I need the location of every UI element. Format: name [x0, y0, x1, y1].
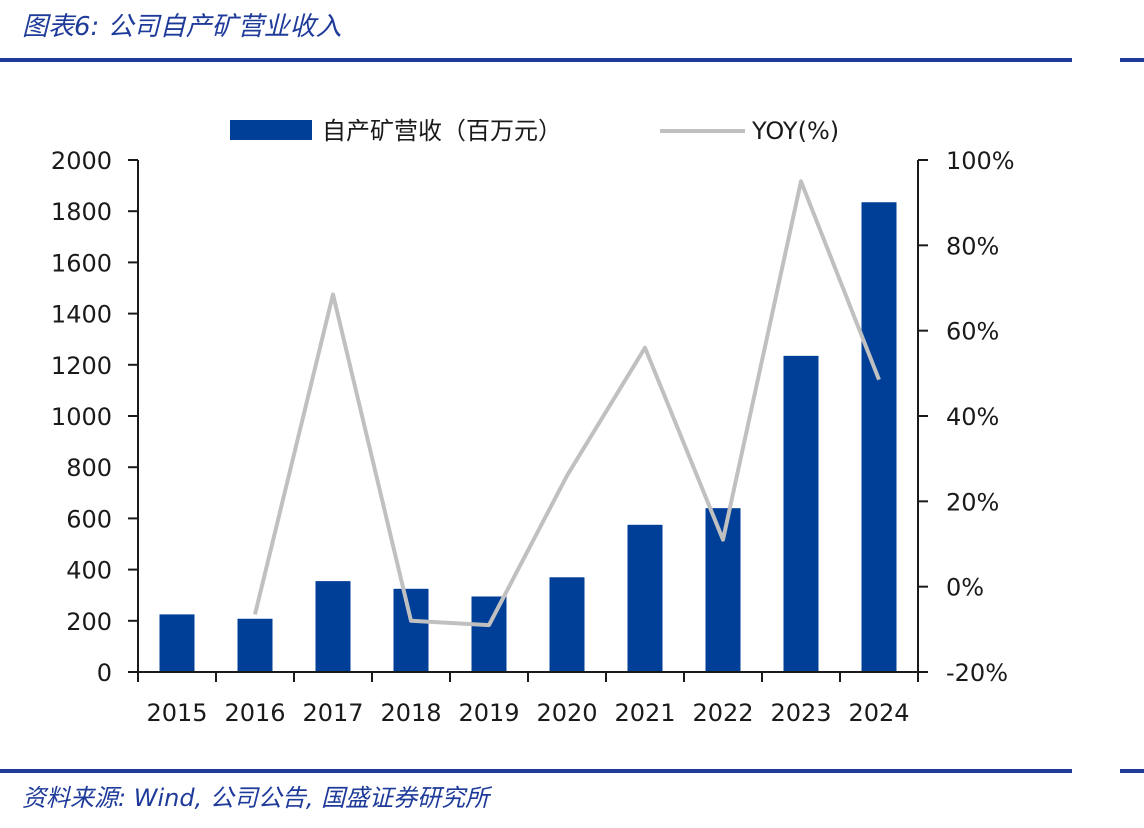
- footer-rule: [0, 769, 1072, 773]
- right-tick-label: -20%: [946, 659, 1008, 687]
- x-tick-label: 2023: [770, 699, 831, 727]
- right-tick-label: 0%: [946, 574, 984, 602]
- left-tick-label: 400: [66, 557, 112, 585]
- bar-2021: [627, 524, 663, 672]
- left-tick-label: 1400: [51, 301, 112, 329]
- bar-2020: [549, 577, 585, 672]
- x-tick-label: 2019: [458, 699, 519, 727]
- left-tick-label: 1800: [51, 198, 112, 226]
- bar-2019: [471, 596, 507, 672]
- axes: 0 200 400 600 800 1000 1200 1400 1600 1800 2000 -20…: [51, 147, 1015, 727]
- left-tick-label: 1600: [51, 249, 112, 277]
- left-tick-label: 1000: [51, 403, 112, 431]
- x-tick-label: 2016: [224, 699, 285, 727]
- legend: 自产矿营收（百万元） YOY(%): [230, 117, 839, 145]
- right-tick-label: 20%: [946, 488, 999, 516]
- bar-2024: [861, 202, 897, 673]
- left-tick-label: 200: [66, 608, 112, 636]
- source-note: 资料来源: Wind, 公司公告, 国盛证券研究所: [22, 784, 490, 812]
- right-tick-label: 60%: [946, 318, 999, 346]
- bar-2017: [315, 581, 351, 672]
- legend-bar-label: 自产矿营收（百万元）: [322, 117, 562, 145]
- x-tick-label: 2017: [302, 699, 363, 727]
- x-tick-label: 2022: [692, 699, 753, 727]
- header-rule-tail: [1120, 58, 1144, 62]
- x-tick-label: 2020: [536, 699, 597, 727]
- bar-series: [159, 202, 897, 673]
- bar-2018: [393, 588, 429, 672]
- legend-bar-swatch: [230, 120, 312, 140]
- left-tick-label: 1200: [51, 352, 112, 380]
- right-tick-label: 80%: [946, 232, 999, 260]
- left-tick-label: 0: [97, 659, 112, 687]
- figure-title: 图表6: 公司自产矿营业收入: [22, 12, 342, 42]
- right-tick-label: 40%: [946, 403, 999, 431]
- header-rule: [0, 58, 1072, 62]
- x-tick-label: 2024: [848, 699, 909, 727]
- x-tick-label: 2015: [146, 699, 207, 727]
- left-tick-label: 2000: [51, 147, 112, 175]
- left-tick-label: 600: [66, 505, 112, 533]
- x-tick-label: 2021: [614, 699, 675, 727]
- footer-rule-tail: [1120, 769, 1144, 773]
- bar-2015: [159, 614, 195, 672]
- left-tick-label: 800: [66, 454, 112, 482]
- x-tick-label: 2018: [380, 699, 441, 727]
- right-tick-label: 100%: [946, 147, 1015, 175]
- yoy-line: [253, 179, 881, 628]
- legend-line-label: YOY(%): [751, 117, 839, 145]
- bar-2016: [237, 618, 273, 672]
- bar-2023: [783, 355, 819, 672]
